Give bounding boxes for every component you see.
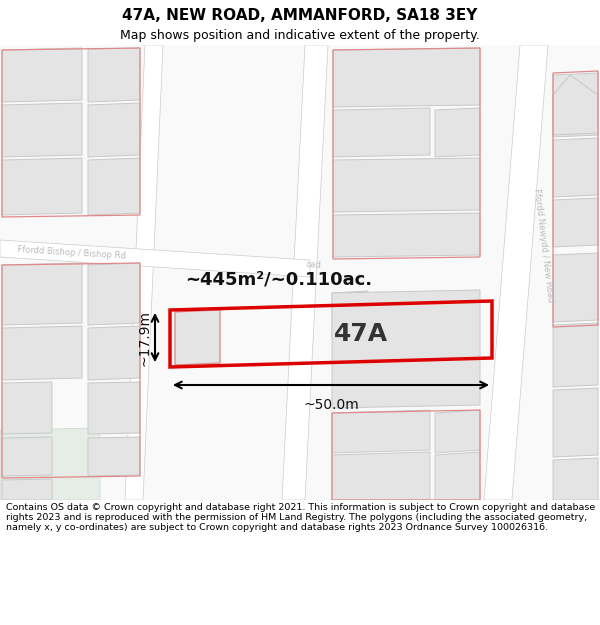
Polygon shape <box>332 291 368 337</box>
Polygon shape <box>88 263 140 325</box>
Text: 47A, NEW ROAD, AMMANFORD, SA18 3EY: 47A, NEW ROAD, AMMANFORD, SA18 3EY <box>122 8 478 23</box>
Text: oad: oad <box>305 260 321 270</box>
Text: ~445m²/~0.110ac.: ~445m²/~0.110ac. <box>185 271 372 289</box>
Polygon shape <box>175 310 220 365</box>
Polygon shape <box>2 48 82 102</box>
Polygon shape <box>0 240 310 277</box>
Polygon shape <box>435 108 480 157</box>
Polygon shape <box>125 45 163 500</box>
Polygon shape <box>2 263 82 325</box>
Text: ~50.0m: ~50.0m <box>303 398 359 412</box>
Polygon shape <box>553 73 598 137</box>
Polygon shape <box>553 388 598 457</box>
Polygon shape <box>553 253 598 322</box>
Text: Map shows position and indicative extent of the property.: Map shows position and indicative extent… <box>120 29 480 42</box>
Text: Ffordd Newydd / New Road: Ffordd Newydd / New Road <box>532 188 554 302</box>
Polygon shape <box>2 382 52 434</box>
Polygon shape <box>2 437 52 476</box>
Polygon shape <box>484 45 548 500</box>
Polygon shape <box>2 103 82 157</box>
Text: 47A: 47A <box>334 322 388 346</box>
Polygon shape <box>88 437 140 476</box>
Polygon shape <box>553 138 598 197</box>
Polygon shape <box>88 48 140 102</box>
Polygon shape <box>88 326 140 380</box>
Polygon shape <box>88 158 140 215</box>
Polygon shape <box>553 458 598 500</box>
Polygon shape <box>2 479 52 500</box>
Polygon shape <box>332 290 480 408</box>
Polygon shape <box>435 452 480 500</box>
Polygon shape <box>332 452 430 500</box>
Polygon shape <box>333 158 480 212</box>
Text: Ffordd Bishop / Bishop Rd: Ffordd Bishop / Bishop Rd <box>17 245 126 261</box>
Polygon shape <box>553 198 598 247</box>
Polygon shape <box>435 410 480 453</box>
Polygon shape <box>0 428 100 500</box>
Polygon shape <box>0 45 600 500</box>
Polygon shape <box>2 158 82 215</box>
Polygon shape <box>333 213 480 257</box>
Text: Contains OS data © Crown copyright and database right 2021. This information is : Contains OS data © Crown copyright and d… <box>6 503 595 532</box>
Polygon shape <box>332 410 430 453</box>
Polygon shape <box>333 108 430 157</box>
Polygon shape <box>282 45 328 500</box>
Polygon shape <box>88 382 140 434</box>
Polygon shape <box>333 48 480 107</box>
Text: ~17.9m: ~17.9m <box>137 309 151 366</box>
Polygon shape <box>2 326 82 380</box>
Polygon shape <box>553 323 598 387</box>
Polygon shape <box>88 103 140 157</box>
Polygon shape <box>553 75 598 135</box>
